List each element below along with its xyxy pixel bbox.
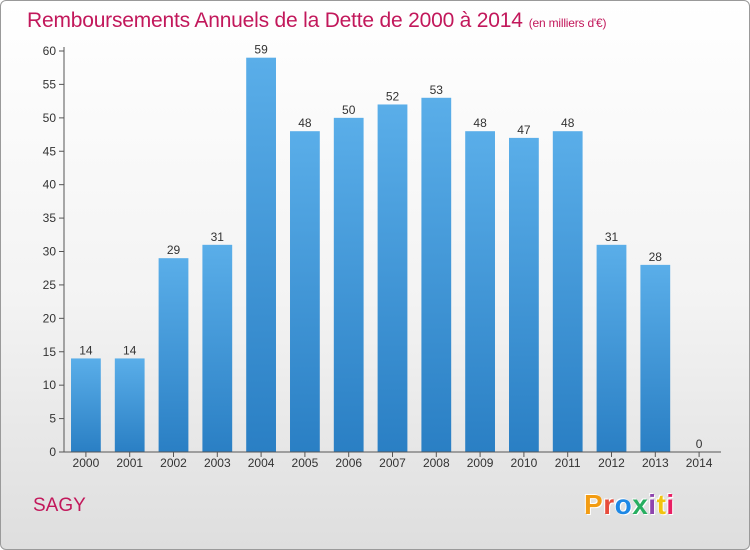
y-tick-label: 0 bbox=[49, 445, 56, 459]
x-tick-label: 2009 bbox=[467, 456, 494, 470]
x-tick-label: 2005 bbox=[292, 456, 319, 470]
bar bbox=[552, 131, 583, 452]
y-tick-label: 40 bbox=[43, 178, 57, 192]
bar-value-label: 59 bbox=[254, 43, 268, 57]
bar bbox=[640, 264, 671, 452]
logo-letter: i bbox=[666, 489, 675, 520]
x-tick-label: 2007 bbox=[379, 456, 406, 470]
y-tick-label: 30 bbox=[43, 245, 57, 259]
logo-letter: r bbox=[603, 489, 615, 520]
chart-title: Remboursements Annuels de la Dette de 20… bbox=[27, 9, 606, 33]
x-tick-label: 2001 bbox=[116, 456, 143, 470]
bar bbox=[421, 97, 452, 453]
bars: 14 14 29 31 59 48 50 52 53 48 47 48 31 28 0 bbox=[71, 43, 703, 453]
logo-letter: x bbox=[632, 489, 649, 520]
bar-value-label: 31 bbox=[605, 230, 619, 244]
x-tick-label: 2012 bbox=[598, 456, 625, 470]
bar bbox=[71, 358, 101, 452]
chart-unit: (en milliers d'€) bbox=[528, 16, 607, 30]
y-tick-label: 50 bbox=[43, 111, 57, 125]
proxiti-logo: Proxiti bbox=[584, 489, 675, 521]
y-axis: 0 5 10 15 20 25 30 35 40 45 50 55 60 bbox=[43, 44, 64, 459]
x-tick-label: 2003 bbox=[204, 456, 231, 470]
bar-value-label: 50 bbox=[342, 103, 356, 117]
y-tick-label: 45 bbox=[43, 144, 57, 158]
x-axis: 2000 2001 2002 2003 2004 2005 2006 2007 2008 2009… bbox=[73, 452, 713, 470]
bar bbox=[290, 131, 320, 452]
y-tick-label: 20 bbox=[43, 311, 57, 325]
x-tick-label: 2000 bbox=[73, 456, 100, 470]
bar bbox=[465, 131, 495, 452]
bar-value-label: 14 bbox=[79, 343, 93, 357]
bar bbox=[158, 258, 189, 452]
logo-letter: P bbox=[584, 489, 604, 520]
bar-value-label: 29 bbox=[167, 243, 181, 257]
y-tick-label: 35 bbox=[43, 211, 57, 225]
x-tick-label: 2011 bbox=[555, 456, 581, 470]
bar bbox=[202, 244, 233, 452]
bar bbox=[114, 358, 145, 452]
x-tick-label: 2010 bbox=[511, 456, 538, 470]
chart-title-text: Remboursements Annuels de la Dette de 20… bbox=[27, 9, 523, 32]
x-tick-label: 2002 bbox=[160, 456, 187, 470]
x-tick-label: 2004 bbox=[248, 456, 275, 470]
x-tick-label: 2014 bbox=[686, 456, 713, 470]
y-tick-label: 15 bbox=[43, 345, 57, 359]
bar-value-label: 48 bbox=[473, 116, 487, 130]
bar-value-label: 31 bbox=[211, 230, 225, 244]
bar-value-label: 53 bbox=[430, 83, 444, 97]
y-tick-label: 5 bbox=[49, 412, 56, 426]
y-tick-label: 60 bbox=[43, 44, 57, 58]
bar bbox=[509, 137, 539, 452]
bar-value-label: 47 bbox=[517, 123, 531, 137]
commune-name: SAGY bbox=[33, 495, 86, 516]
x-tick-label: 2008 bbox=[423, 456, 450, 470]
y-tick-label: 10 bbox=[43, 378, 57, 392]
bar-value-label: 48 bbox=[561, 116, 575, 130]
bar-value-label: 52 bbox=[386, 89, 400, 103]
bar-value-label: 0 bbox=[696, 437, 703, 451]
bar-value-label: 28 bbox=[649, 250, 663, 264]
y-tick-label: 25 bbox=[43, 278, 57, 292]
bar-value-label: 14 bbox=[123, 343, 137, 357]
x-tick-label: 2013 bbox=[642, 456, 669, 470]
logo-letter: t bbox=[656, 489, 667, 520]
logo-letter: o bbox=[614, 489, 633, 520]
bar bbox=[377, 104, 408, 452]
x-tick-label: 2006 bbox=[335, 456, 362, 470]
bar-value-label: 48 bbox=[298, 116, 312, 130]
bar bbox=[596, 244, 627, 452]
bar bbox=[333, 117, 364, 452]
y-tick-label: 55 bbox=[43, 77, 57, 91]
bar bbox=[246, 57, 276, 452]
logo-letter: i bbox=[648, 489, 657, 520]
